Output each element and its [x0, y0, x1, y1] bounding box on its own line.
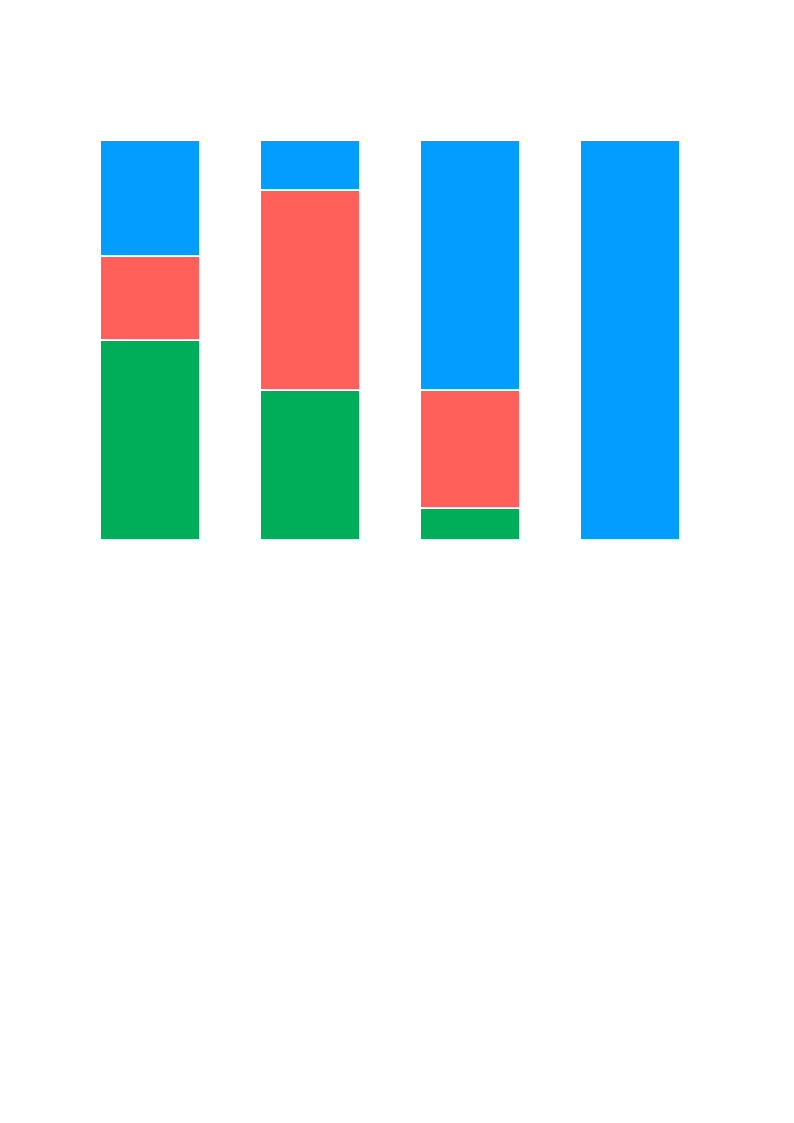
bar-segment-1-series-3: [99, 139, 201, 257]
bar-segment-1-series-2: [99, 255, 201, 341]
bar-segment-4-series-3: [579, 139, 681, 541]
bar-segment-2-series-1: [259, 389, 361, 541]
bar-segment-1-series-1: [99, 339, 201, 541]
bar-segment-2-series-2: [259, 189, 361, 391]
bar-segment-3-series-2: [419, 389, 521, 509]
bar-segment-2-series-3: [259, 139, 361, 191]
bar-group: [99, 139, 681, 541]
bar-segment-3-series-3: [419, 139, 521, 391]
bar-segment-3-series-1: [419, 507, 521, 541]
